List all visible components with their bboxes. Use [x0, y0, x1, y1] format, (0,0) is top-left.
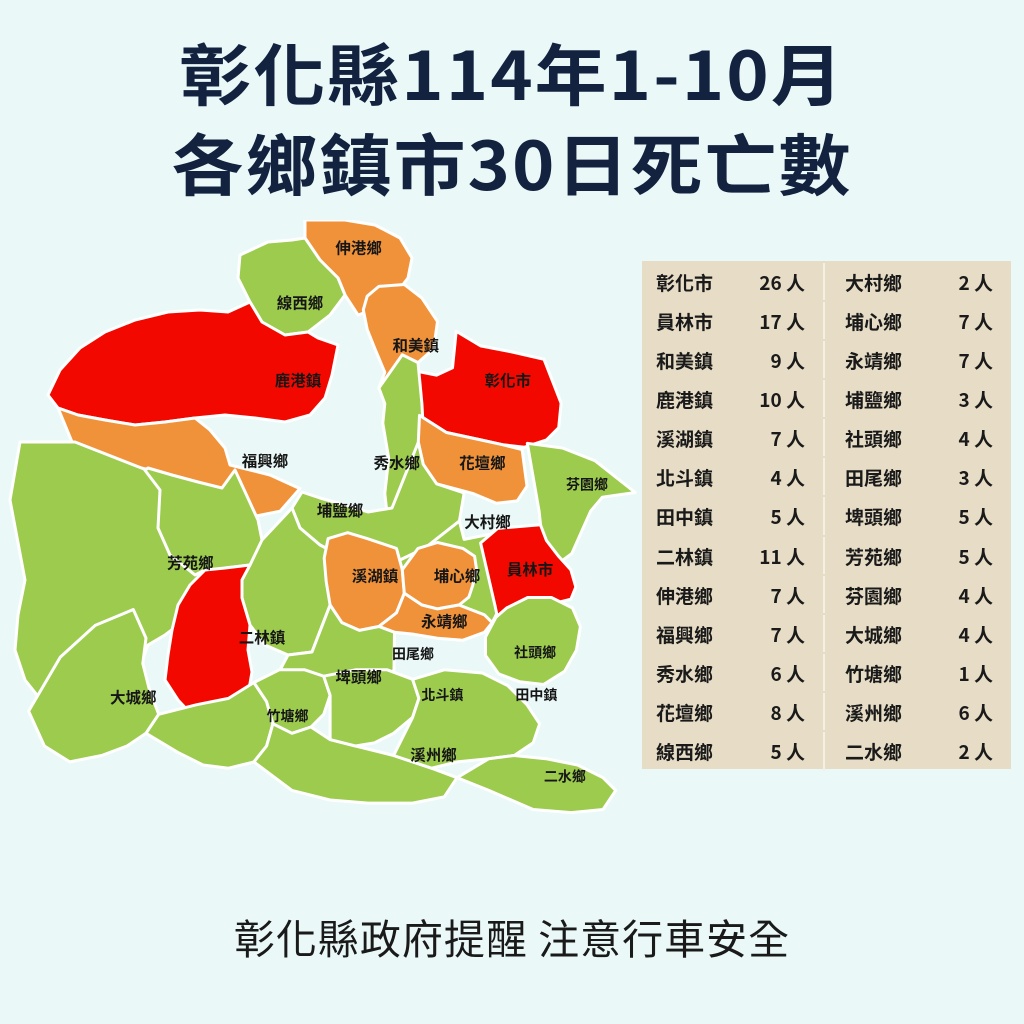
svg-text:社頭鄉: 社頭鄉: [514, 643, 556, 663]
svg-text:福興鄉: 福興鄉: [242, 450, 289, 472]
svg-text:溪湖鎮: 溪湖鎮: [352, 564, 399, 586]
svg-text:花壇鄉: 花壇鄉: [459, 451, 506, 473]
svg-text:伸港鄉: 伸港鄉: [335, 237, 382, 259]
svg-text:員林市: 員林市: [507, 558, 554, 580]
svg-text:田中鎮: 田中鎮: [515, 685, 557, 705]
svg-text:埔鹽鄉: 埔鹽鄉: [317, 499, 364, 521]
svg-text:竹塘鄉: 竹塘鄉: [267, 706, 309, 726]
svg-text:北斗鎮: 北斗鎮: [421, 685, 463, 705]
svg-text:大村鄉: 大村鄉: [464, 510, 511, 532]
svg-text:秀水鄉: 秀水鄉: [373, 451, 420, 473]
svg-text:永靖鄉: 永靖鄉: [421, 610, 468, 632]
svg-text:彰化市: 彰化市: [485, 369, 532, 391]
svg-text:二林鎮: 二林鎮: [239, 626, 286, 648]
svg-text:線西鄉: 線西鄉: [277, 292, 324, 314]
svg-text:芬園鄉: 芬園鄉: [566, 474, 608, 494]
svg-text:大城鄉: 大城鄉: [110, 686, 157, 708]
svg-text:埔心鄉: 埔心鄉: [434, 564, 481, 586]
svg-text:和美鎮: 和美鎮: [393, 334, 440, 356]
svg-text:鹿港鎮: 鹿港鎮: [275, 369, 322, 391]
svg-text:田尾鄉: 田尾鄉: [392, 644, 434, 664]
svg-text:芳苑鄉: 芳苑鄉: [167, 552, 214, 574]
svg-text:埤頭鄉: 埤頭鄉: [335, 665, 382, 687]
svg-text:二水鄉: 二水鄉: [544, 766, 586, 786]
svg-text:溪州鄉: 溪州鄉: [410, 743, 457, 765]
